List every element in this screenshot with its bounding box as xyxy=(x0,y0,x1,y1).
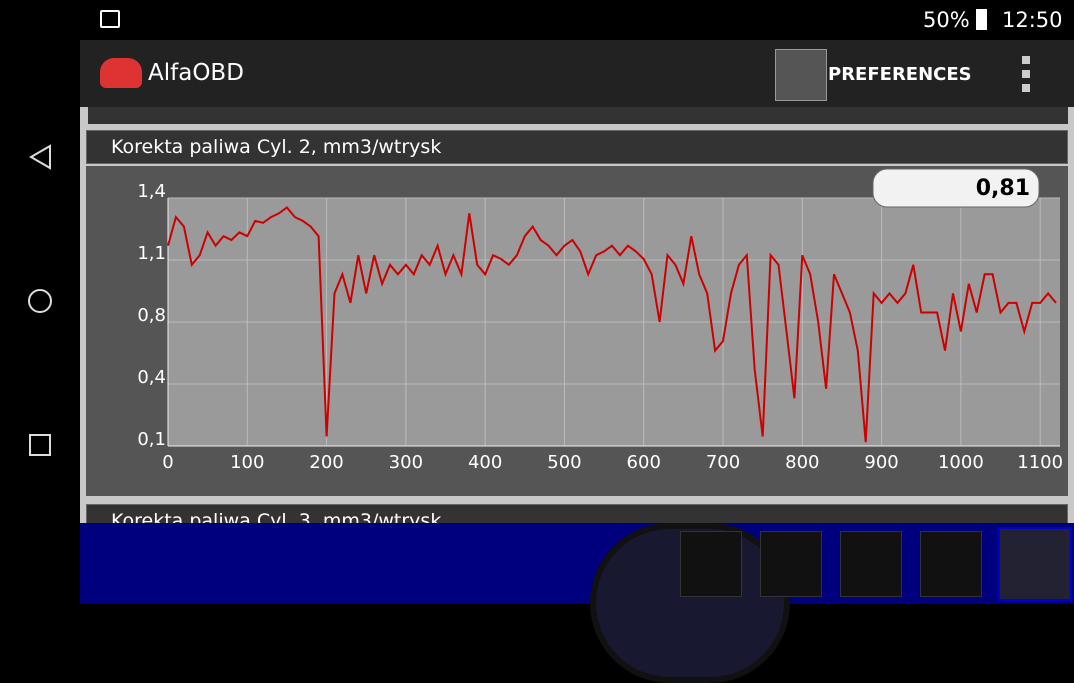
x-tick-label: 700 xyxy=(706,452,740,473)
tool-button[interactable] xyxy=(760,531,822,597)
current-value-box xyxy=(872,168,1040,208)
tool-button[interactable] xyxy=(840,531,902,597)
x-tick-label: 100 xyxy=(230,452,264,473)
recents-button[interactable] xyxy=(29,434,51,456)
tool-button[interactable] xyxy=(920,531,982,597)
current-value: 0,81 xyxy=(976,176,1030,201)
tool-button[interactable] xyxy=(680,531,742,597)
x-tick-label: 300 xyxy=(389,452,423,473)
app-title: AlfaOBD xyxy=(148,60,244,86)
battery-text: 50% xyxy=(923,8,970,32)
panel-title: Korekta paliwa Cyl. 2, mm3/wtrysk xyxy=(86,130,1068,164)
x-tick-label: 900 xyxy=(864,452,898,473)
y-tick-label: 1,4 xyxy=(137,181,166,202)
x-tick-label: 800 xyxy=(785,452,819,473)
graph-button[interactable] xyxy=(998,527,1072,601)
y-tick-label: 0,1 xyxy=(137,429,166,450)
nav-bar xyxy=(28,144,52,456)
y-tick-label: 1,1 xyxy=(137,243,166,264)
x-tick-label: 0 xyxy=(162,452,173,473)
chart: 0,81 1,4 1,1 0,8 0,4 0,10 100 200 300 400 500 600 7… xyxy=(137,168,1063,473)
preferences-button[interactable]: PREFERENCES xyxy=(828,64,972,85)
app-icon xyxy=(100,58,142,88)
back-button[interactable] xyxy=(29,144,51,170)
x-tick-label: 500 xyxy=(547,452,581,473)
battery-icon xyxy=(976,9,987,30)
screen: 50% 12:50 AlfaOBD PREFERENCES Korekta pa… xyxy=(28,0,1074,683)
preferences-icon[interactable] xyxy=(775,49,827,101)
x-tick-label: 400 xyxy=(468,452,502,473)
overflow-menu[interactable] xyxy=(1022,56,1030,92)
previous-panel xyxy=(88,107,1068,124)
y-tick-label: 0,8 xyxy=(137,305,166,326)
x-tick-label: 1100 xyxy=(1017,452,1063,473)
bottom-bar xyxy=(80,523,1074,683)
x-tick-label: 600 xyxy=(627,452,661,473)
image-icon xyxy=(100,10,120,28)
data-line xyxy=(167,206,1057,443)
status-bar: 50% 12:50 xyxy=(80,0,1074,40)
home-button[interactable] xyxy=(28,289,52,313)
x-tick-label: 1000 xyxy=(938,452,984,473)
y-tick-label: 0,4 xyxy=(137,367,166,388)
app-bar: AlfaOBD PREFERENCES xyxy=(80,40,1074,107)
x-tick-label: 200 xyxy=(309,452,343,473)
time: 12:50 xyxy=(1002,8,1063,32)
